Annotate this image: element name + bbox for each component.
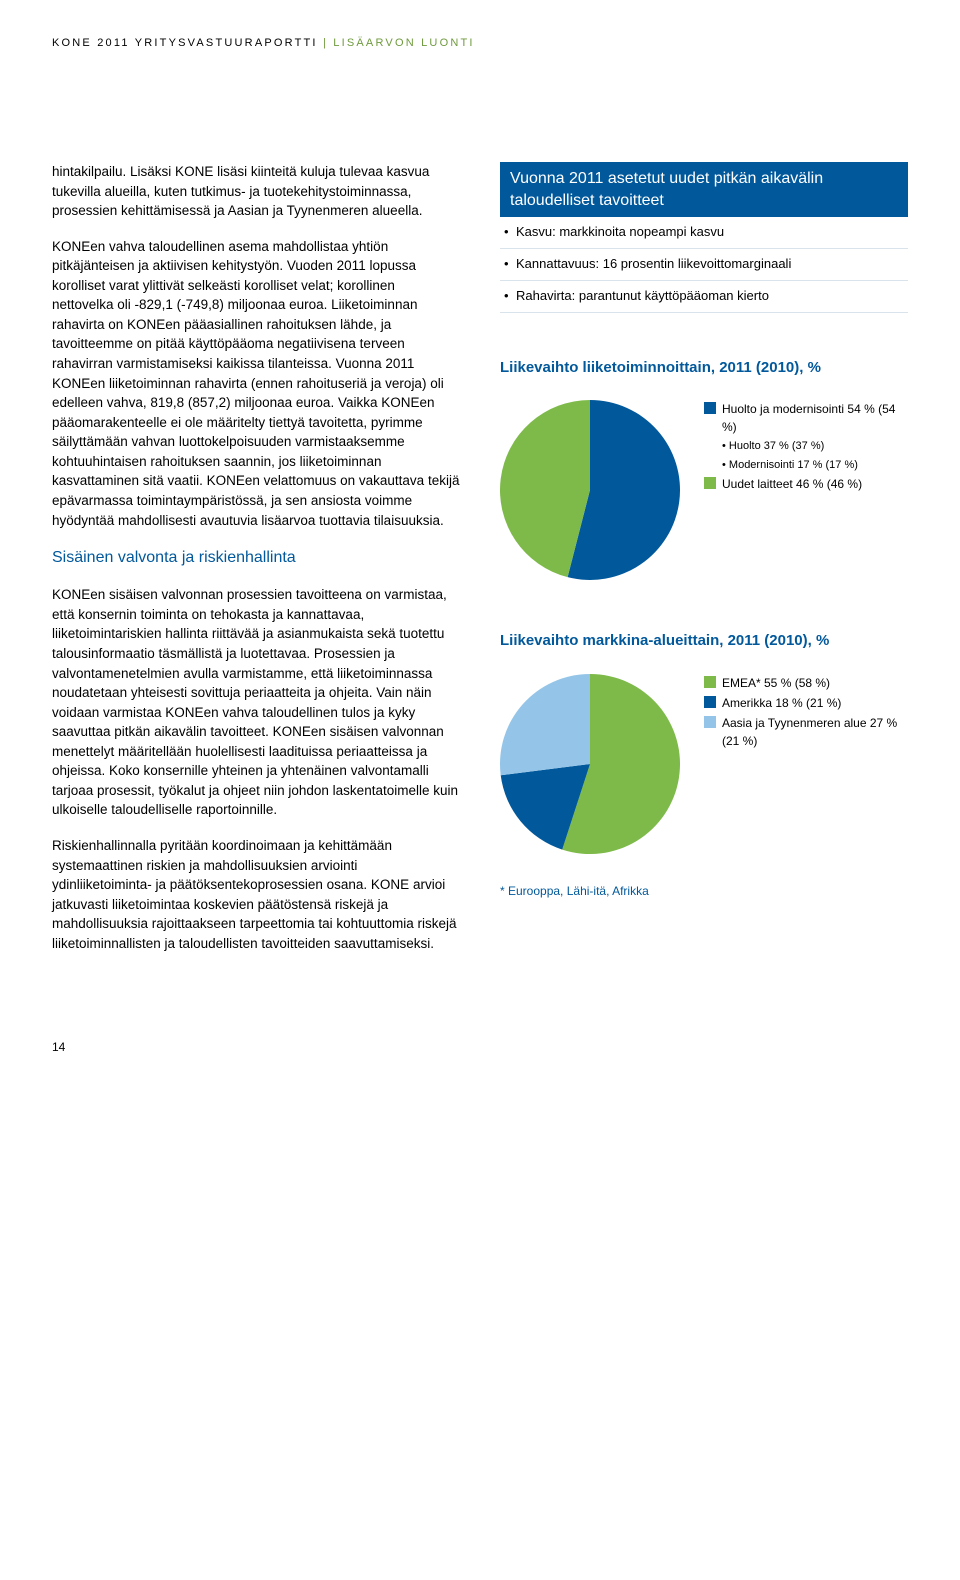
chart1-title: Liikevaihto liiketoiminnoittain, 2011 (2… [500,357,908,379]
para-3: KONEen sisäisen valvonnan prosessien tav… [52,585,460,820]
legend-sublabel: • Huolto 37 % (37 %) [722,438,908,455]
footnote: * Eurooppa, Lähi-itä, Afrikka [500,883,908,900]
pie-slice [500,674,590,775]
page-header: KONE 2011 YRITYSVASTUURAPORTTI | LISÄARV… [52,36,908,52]
two-column-layout: hintakilpailu. Lisäksi KONE lisäsi kiint… [52,162,908,969]
header-main: KONE 2011 YRITYSVASTUURAPORTTI [52,37,318,49]
legend-label: Huolto ja modernisointi 54 % (54 %) [722,400,908,436]
legend-label: EMEA* 55 % (58 %) [722,674,830,692]
page-number: 14 [52,1039,908,1056]
chart2-title: Liikevaihto markkina-alueittain, 2011 (2… [500,630,908,652]
para-1: hintakilpailu. Lisäksi KONE lisäsi kiint… [52,162,460,221]
legend-item: Uudet laitteet 46 % (46 %) [704,475,908,493]
goals-heading: Vuonna 2011 asetetut uudet pitkän aikavä… [500,162,908,217]
legend-item: Aasia ja Tyynenmeren alue 27 % (21 %) [704,714,908,750]
chart2-row: EMEA* 55 % (58 %) Amerikka 18 % (21 %) Aas… [500,674,908,860]
legend-item: Huolto ja modernisointi 54 % (54 %) [704,400,908,436]
subhead-internal-control: Sisäinen valvonta ja riskienhallinta [52,546,460,569]
chart1-legend: Huolto ja modernisointi 54 % (54 %) • Huo… [704,400,908,495]
para-2: KONEen vahva taloudellinen asema mahdoll… [52,237,460,530]
legend-label: Uudet laitteet 46 % (46 %) [722,475,862,493]
chart1-pie [500,400,680,586]
legend-swatch [704,402,716,414]
pie-chart-business [500,400,680,580]
chart2-pie [500,674,680,860]
header-accent: LISÄARVON LUONTI [333,37,474,49]
legend-swatch [704,696,716,708]
legend-item: Amerikka 18 % (21 %) [704,694,908,712]
legend-item: EMEA* 55 % (58 %) [704,674,908,692]
para-4: Riskienhallinnalla pyritään koordinoimaa… [52,836,460,953]
legend-swatch [704,716,716,728]
legend-label: Aasia ja Tyynenmeren alue 27 % (21 %) [722,714,908,750]
legend-swatch [704,477,716,489]
goal-item: Kasvu: markkinoita nopeampi kasvu [500,217,908,249]
goal-item: Kannattavuus: 16 prosentin liikevoittoma… [500,249,908,281]
right-column: Vuonna 2011 asetetut uudet pitkän aikavä… [500,162,908,969]
chart2-legend: EMEA* 55 % (58 %) Amerikka 18 % (21 %) Aas… [704,674,908,752]
legend-swatch [704,676,716,688]
left-column: hintakilpailu. Lisäksi KONE lisäsi kiint… [52,162,460,969]
pie-chart-region [500,674,680,854]
goal-item: Rahavirta: parantunut käyttöpääoman kier… [500,281,908,313]
goals-list: Kasvu: markkinoita nopeampi kasvu Kannat… [500,217,908,313]
legend-sublabel: • Modernisointi 17 % (17 %) [722,457,908,474]
chart1-row: Huolto ja modernisointi 54 % (54 %) • Huo… [500,400,908,586]
legend-label: Amerikka 18 % (21 %) [722,694,841,712]
